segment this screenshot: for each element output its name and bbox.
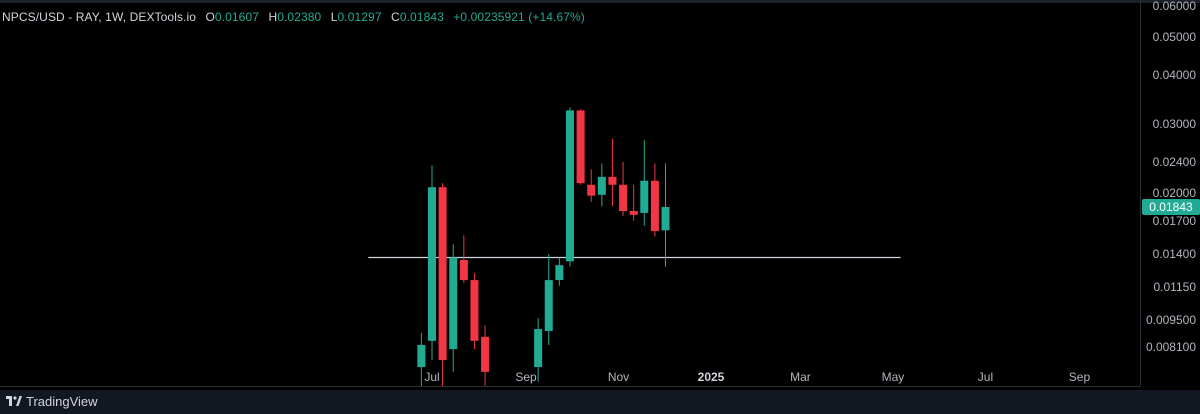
price-tick-label: 0.008100 xyxy=(1145,340,1196,354)
candle-body xyxy=(565,110,574,262)
price-tick-label: 0.02400 xyxy=(1152,155,1196,170)
candle-body xyxy=(481,336,490,372)
candle-body xyxy=(449,257,458,350)
candle-body xyxy=(438,187,447,361)
price-tick-label: 0.04000 xyxy=(1152,68,1196,83)
symbol-label[interactable]: NPCS/USD - RAY, 1W, DEXTools.io xyxy=(2,10,197,24)
price-tick-label: 0.05000 xyxy=(1152,30,1196,45)
high-value: 0.02380 xyxy=(277,10,322,24)
price-tick-label: 0.01400 xyxy=(1152,246,1196,261)
candle[interactable] xyxy=(417,332,426,386)
candle-body xyxy=(459,260,468,281)
candle-body xyxy=(470,280,479,341)
candle[interactable] xyxy=(619,162,628,216)
chart-canvas[interactable] xyxy=(0,0,1140,386)
candle-body xyxy=(619,184,628,212)
high-label: H xyxy=(268,10,278,24)
candle-body xyxy=(608,176,617,185)
candle[interactable] xyxy=(470,273,479,350)
candle[interactable] xyxy=(597,163,606,207)
open-value: 0.01607 xyxy=(214,10,259,24)
candle[interactable] xyxy=(459,235,468,283)
candle[interactable] xyxy=(481,325,490,386)
candle[interactable] xyxy=(661,163,670,267)
candle-body xyxy=(576,110,585,184)
open-label: O xyxy=(205,10,215,24)
price-tick-label: 0.01700 xyxy=(1152,213,1196,228)
last-price-badge: 0.01843 xyxy=(1142,199,1200,215)
candle-body xyxy=(555,265,564,281)
candle[interactable] xyxy=(449,244,458,372)
candle[interactable] xyxy=(587,169,596,202)
candle-body xyxy=(597,176,606,195)
candle-body xyxy=(661,207,670,231)
candle[interactable] xyxy=(438,183,447,386)
time-tick-label: Sep xyxy=(515,370,537,384)
candle[interactable] xyxy=(608,138,617,207)
low-label: L xyxy=(330,10,338,24)
price-tick-label: 0.03000 xyxy=(1152,117,1196,132)
time-tick-label: Jul xyxy=(977,370,994,384)
time-tick-label: Jul xyxy=(424,370,440,384)
candle[interactable] xyxy=(565,107,574,267)
footer-bar: TradingView xyxy=(0,390,1200,414)
price-axis-border xyxy=(1140,0,1141,386)
time-tick-label: Sep xyxy=(1068,370,1091,384)
candle-body xyxy=(534,329,543,368)
candle-body xyxy=(544,280,553,331)
time-axis-border xyxy=(0,386,1140,387)
candle-body xyxy=(629,211,638,215)
time-tick-label: May xyxy=(881,370,905,384)
time-tick-label: Mar xyxy=(790,370,811,384)
candle[interactable] xyxy=(640,140,649,226)
candle-body xyxy=(417,344,426,368)
candle-body xyxy=(640,180,649,213)
tradingview-brand[interactable]: TradingView xyxy=(26,394,98,409)
price-tick-label: 0.02000 xyxy=(1152,186,1196,201)
close-value: 0.01843 xyxy=(399,10,444,24)
close-label: C xyxy=(391,10,400,24)
change-value: +0.00235921 (+14.67%) xyxy=(453,10,585,24)
price-tick-label: 0.01150 xyxy=(1153,280,1197,295)
candle-body xyxy=(587,184,596,196)
price-tick-label: 0.009500 xyxy=(1145,312,1196,327)
candle[interactable] xyxy=(555,257,564,286)
candle-body xyxy=(650,180,659,232)
candle[interactable] xyxy=(544,253,553,345)
time-tick-label: 2025 xyxy=(697,370,725,384)
candle[interactable] xyxy=(576,109,585,185)
candle[interactable] xyxy=(650,163,659,237)
time-tick-label: Nov xyxy=(607,370,630,384)
ohlc-legend: NPCS/USD - RAY, 1W, DEXTools.io O0.01607… xyxy=(2,10,591,24)
candle[interactable] xyxy=(629,184,638,221)
candle-body xyxy=(428,187,436,341)
low-value: 0.01297 xyxy=(337,10,382,24)
candle[interactable] xyxy=(428,165,436,361)
price-tick-label: 0.06000 xyxy=(1152,0,1196,13)
candle[interactable] xyxy=(534,318,543,382)
tradingview-logo-icon[interactable] xyxy=(6,396,22,406)
top-border xyxy=(0,0,1200,3)
